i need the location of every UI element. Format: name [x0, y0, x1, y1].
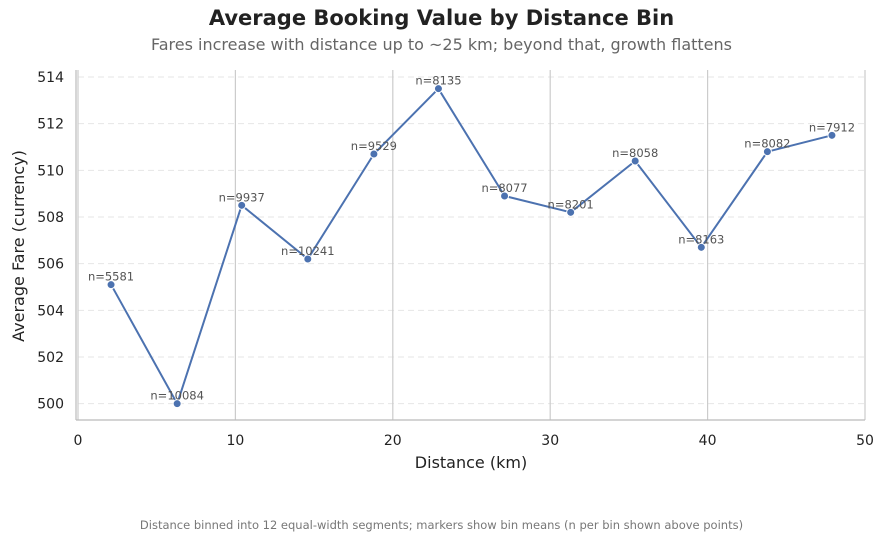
y-tick-label: 504 — [37, 303, 64, 319]
axes — [75, 70, 865, 421]
x-tick-label: 0 — [74, 433, 83, 449]
data-label: n=8201 — [548, 197, 594, 211]
data-label: n=8077 — [481, 181, 527, 195]
data-label: n=10241 — [281, 244, 335, 258]
chart-footnote: Distance binned into 12 equal-width segm… — [139, 518, 744, 532]
data-label: n=8082 — [744, 137, 790, 151]
series-polyline — [110, 87, 833, 405]
data-point — [566, 207, 576, 217]
data-label: n=8163 — [678, 232, 724, 246]
data-point — [172, 399, 182, 409]
grid-lines — [77, 70, 866, 420]
data-markers — [106, 84, 837, 409]
data-point — [369, 149, 379, 159]
data-point — [433, 84, 443, 94]
line-chart: 500 502 504 506 508 510 512 514 0 10 20 30 40 50 n=55… — [9, 70, 874, 472]
x-tick-label: 40 — [699, 433, 717, 449]
x-tick-label: 50 — [856, 433, 874, 449]
y-tick-label: 500 — [37, 397, 64, 413]
y-tick-label: 508 — [37, 210, 64, 226]
data-label: n=7912 — [809, 120, 855, 134]
data-label: n=9937 — [219, 190, 265, 204]
data-point — [630, 156, 640, 166]
data-point — [827, 130, 837, 140]
chart-subtitle: Fares increase with distance up to ~25 k… — [151, 35, 732, 54]
series-line — [110, 87, 833, 405]
y-tick-label: 514 — [37, 70, 64, 86]
data-point — [303, 254, 313, 264]
x-tick-label: 10 — [226, 433, 244, 449]
data-point — [696, 242, 706, 252]
data-label: n=8135 — [415, 74, 461, 88]
data-label: n=5581 — [88, 270, 134, 284]
y-tick-label: 502 — [37, 350, 64, 366]
data-labels: n=5581 n=10084 n=9937 n=10241 n=9529 n=8135 n=… — [88, 74, 855, 403]
data-label: n=8058 — [612, 146, 658, 160]
tick-labels: 500 502 504 506 508 510 512 514 0 10 20 30 40 50 — [37, 70, 874, 449]
data-point — [106, 280, 116, 290]
x-tick-label: 30 — [541, 433, 559, 449]
x-tick-label: 20 — [384, 433, 402, 449]
y-tick-label: 506 — [37, 257, 64, 273]
data-label: n=10084 — [150, 389, 204, 403]
y-tick-label: 510 — [37, 163, 64, 179]
data-label: n=9529 — [351, 139, 397, 153]
y-axis-label: Average Fare (currency) — [9, 150, 28, 342]
data-point — [762, 147, 772, 157]
data-point — [237, 200, 247, 210]
y-tick-label: 512 — [37, 117, 64, 133]
chart-title: Average Booking Value by Distance Bin — [208, 6, 675, 30]
data-point — [500, 191, 510, 201]
x-axis-label: Distance (km) — [415, 453, 527, 472]
